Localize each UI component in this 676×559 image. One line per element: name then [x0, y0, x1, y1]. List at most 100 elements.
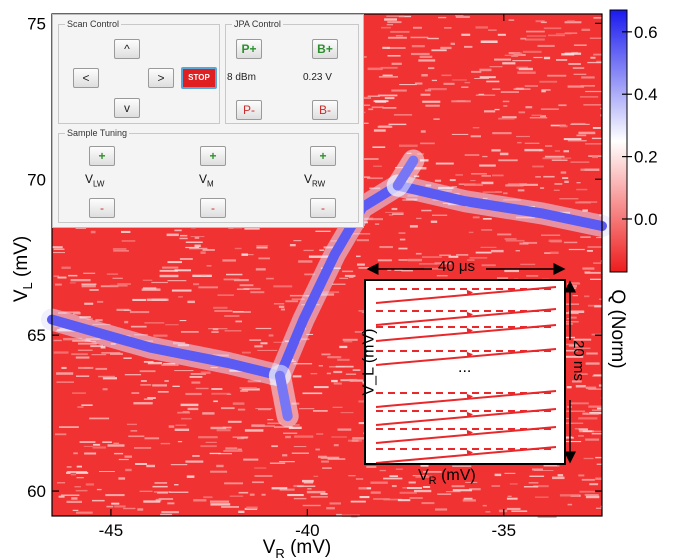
- vlw-minus-button[interactable]: -: [89, 198, 115, 218]
- noise-streak: [411, 45, 425, 48]
- noise-streak: [419, 55, 433, 58]
- noise-streak: [370, 481, 388, 484]
- noise-streak: [191, 227, 196, 229]
- noise-streak: [229, 495, 244, 497]
- noise-streak: [73, 452, 78, 455]
- vrw-plus-button[interactable]: +: [310, 146, 336, 166]
- scan-right-button[interactable]: >: [148, 68, 174, 88]
- noise-streak: [435, 508, 448, 511]
- noise-streak: [340, 412, 354, 414]
- p-minus-button[interactable]: P-: [236, 100, 262, 120]
- vrw-minus-button[interactable]: -: [310, 198, 336, 218]
- noise-streak: [279, 488, 295, 491]
- noise-streak: [502, 62, 516, 65]
- noise-streak: [574, 347, 591, 349]
- noise-streak: [112, 277, 123, 279]
- noise-streak: [250, 291, 265, 294]
- noise-streak: [159, 269, 178, 272]
- noise-streak: [124, 320, 129, 324]
- noise-streak: [225, 447, 238, 450]
- noise-streak: [269, 462, 286, 464]
- noise-streak: [537, 44, 555, 47]
- noise-streak: [327, 356, 342, 359]
- noise-streak: [174, 370, 194, 372]
- noise-streak: [475, 251, 492, 254]
- noise-streak: [579, 96, 599, 98]
- noise-streak: [102, 388, 108, 391]
- noise-streak: [446, 491, 461, 493]
- noise-streak: [131, 392, 140, 394]
- noise-streak: [500, 91, 519, 93]
- noise-streak: [241, 253, 248, 256]
- colorbar-tick-label: 0.4: [634, 85, 658, 104]
- vlw-plus-button[interactable]: +: [89, 146, 115, 166]
- scan-up-button[interactable]: ^: [114, 39, 140, 59]
- noise-streak: [90, 230, 96, 234]
- noise-streak: [175, 424, 187, 426]
- noise-streak: [520, 263, 536, 266]
- b-minus-button[interactable]: B-: [312, 100, 338, 120]
- vm-plus-button[interactable]: +: [200, 146, 226, 166]
- noise-streak: [567, 140, 587, 142]
- noise-streak: [391, 89, 407, 92]
- noise-streak: [425, 104, 440, 107]
- noise-streak: [383, 498, 403, 501]
- noise-streak: [578, 435, 584, 437]
- noise-streak: [56, 372, 74, 375]
- noise-streak: [568, 63, 581, 65]
- noise-streak: [61, 266, 71, 269]
- noise-streak: [72, 392, 86, 394]
- noise-streak: [600, 107, 602, 110]
- noise-streak: [566, 318, 571, 320]
- noise-streak: [582, 412, 589, 415]
- noise-streak: [244, 227, 260, 230]
- noise-streak: [541, 234, 561, 236]
- noise-streak: [315, 448, 320, 451]
- noise-streak: [110, 352, 123, 355]
- noise-streak: [201, 274, 207, 277]
- noise-streak: [306, 490, 326, 494]
- y-tick-label: 75: [27, 14, 46, 33]
- inset-ylabel: V_L (mV): [360, 328, 378, 396]
- noise-streak: [77, 349, 93, 351]
- b-plus-button[interactable]: B+: [312, 39, 338, 59]
- noise-streak: [373, 129, 386, 132]
- noise-streak: [387, 55, 401, 57]
- vrw-label: VRW: [304, 172, 326, 189]
- noise-streak: [147, 397, 156, 399]
- noise-streak: [573, 44, 587, 46]
- vm-minus-button[interactable]: -: [200, 198, 226, 218]
- noise-streak: [526, 35, 547, 37]
- noise-streak: [366, 487, 372, 490]
- noise-streak: [249, 493, 255, 496]
- stop-button[interactable]: STOP: [181, 67, 217, 89]
- noise-streak: [575, 201, 591, 204]
- noise-streak: [299, 408, 315, 410]
- noise-streak: [244, 429, 264, 432]
- noise-streak: [289, 244, 296, 247]
- noise-streak: [432, 214, 448, 216]
- scan-down-button[interactable]: v: [114, 98, 140, 118]
- noise-streak: [472, 127, 480, 129]
- noise-streak: [185, 460, 204, 463]
- noise-streak: [566, 410, 585, 412]
- noise-streak: [593, 17, 602, 19]
- noise-streak: [167, 280, 187, 282]
- scan-line: [375, 426, 557, 444]
- noise-streak: [452, 489, 472, 492]
- noise-streak: [379, 246, 393, 249]
- noise-streak: [327, 458, 346, 460]
- colorbar: 0.0 0.2 0.4 0.6 Q (Norm): [607, 9, 658, 369]
- noise-streak: [335, 365, 354, 368]
- noise-streak: [532, 165, 544, 168]
- feature-line-4: [274, 370, 293, 422]
- noise-streak: [502, 100, 510, 103]
- noise-streak: [407, 258, 422, 262]
- time-horizontal-label: 40 μs: [438, 258, 475, 275]
- noise-streak: [181, 417, 192, 420]
- noise-streak: [359, 496, 370, 499]
- p-plus-button[interactable]: P+: [236, 39, 262, 59]
- scan-left-button[interactable]: <: [73, 68, 99, 88]
- noise-streak: [372, 146, 386, 148]
- noise-streak: [331, 379, 338, 383]
